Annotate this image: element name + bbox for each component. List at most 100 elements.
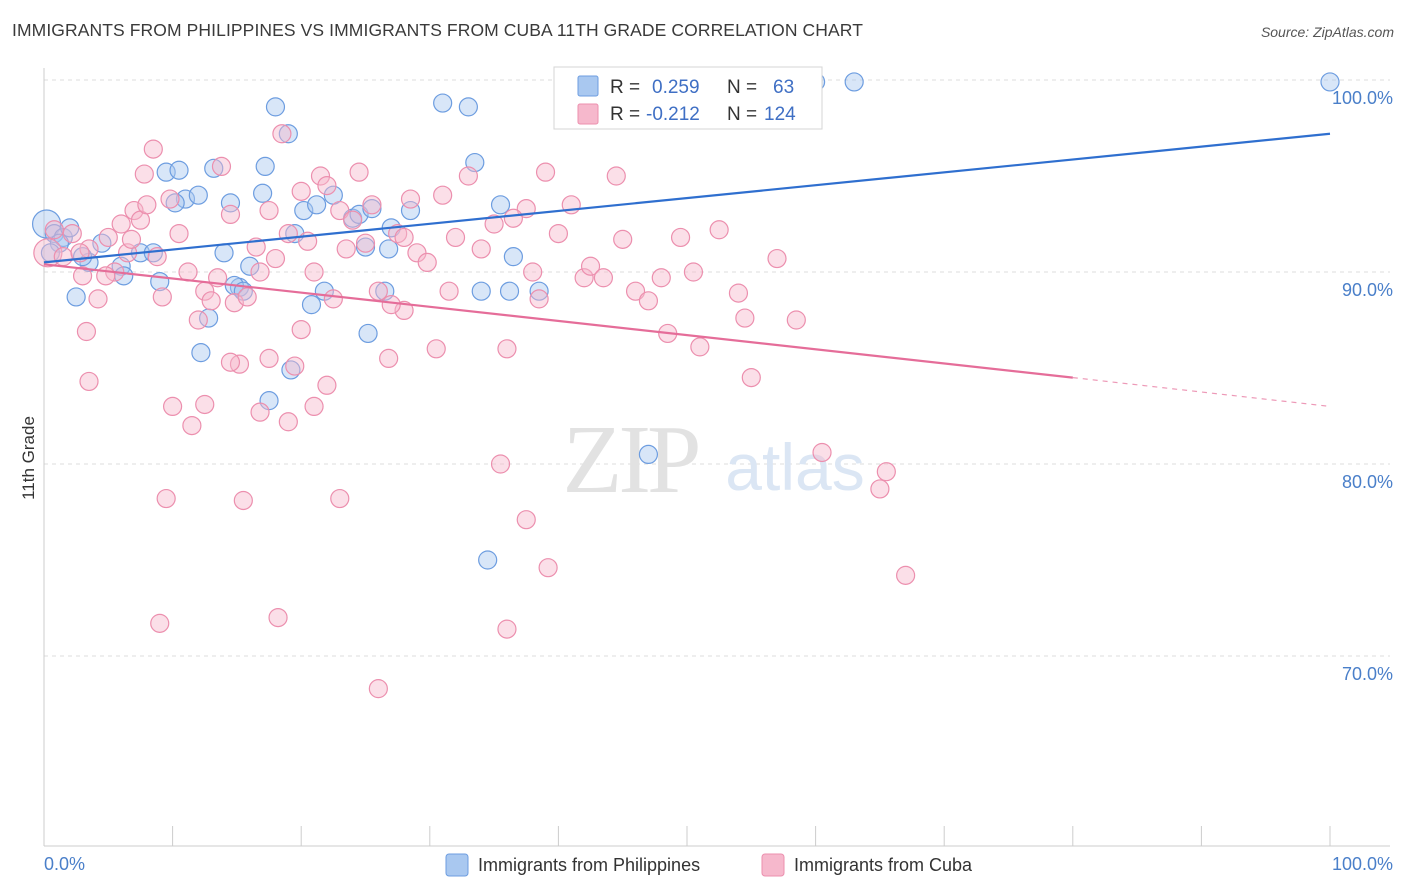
point-cuba-2 [53, 247, 73, 267]
point-cuba-20 [160, 189, 180, 209]
point-cuba-60 [445, 227, 466, 248]
point-cuba-71 [574, 268, 594, 288]
stats-n-label-cuba: N = [727, 104, 757, 125]
point-cuba-47 [349, 162, 369, 182]
point-cuba-111 [497, 619, 517, 639]
point-cuba-18 [143, 139, 163, 159]
point-philippines-15 [169, 160, 189, 180]
point-cuba-80 [683, 262, 704, 282]
stats-n-value-philippines: 63 [773, 77, 794, 98]
stats-r-value-philippines: 0.259 [652, 77, 700, 98]
stats-swatch-cuba [577, 103, 599, 125]
point-philippines-22 [220, 193, 241, 213]
point-philippines-54 [529, 281, 549, 301]
legend-swatch-cuba [761, 853, 785, 877]
point-cuba-91 [896, 565, 916, 585]
point-philippines-45 [358, 323, 378, 344]
point-cuba-96 [220, 352, 241, 372]
point-cuba-98 [259, 348, 279, 368]
point-cuba-68 [535, 162, 556, 182]
y-tick-label-70: 70.0% [1342, 664, 1393, 684]
point-cuba-88 [812, 442, 832, 463]
point-cuba-86 [767, 248, 787, 269]
point-cuba-13 [137, 195, 157, 215]
y-tick-label-80: 80.0% [1342, 472, 1393, 492]
point-cuba-89 [870, 479, 890, 499]
point-cuba-4 [72, 266, 93, 286]
point-cuba-51 [379, 348, 399, 368]
point-cuba-19 [152, 287, 172, 307]
stats-n-value-cuba: 124 [764, 104, 796, 125]
point-cuba-102 [156, 488, 176, 509]
point-philippines-26 [240, 256, 260, 276]
stats-box: R = 0.259 N = 63 R = -0.212 N = 124 [553, 66, 823, 130]
trend-lines [43, 132, 1331, 407]
point-philippines-18 [165, 193, 185, 213]
point-philippines-27 [191, 343, 211, 363]
y-tick-labels: 100.0% 90.0% 80.0% 70.0% [1332, 88, 1393, 684]
point-cuba-36 [278, 224, 298, 244]
point-cuba-107 [538, 558, 558, 578]
watermark-atlas: atlas [725, 430, 864, 504]
point-cuba-49 [362, 195, 382, 215]
point-cuba-25 [201, 291, 221, 311]
point-cuba-73 [593, 268, 614, 288]
point-philippines-47 [433, 93, 453, 113]
chart-title: IMMIGRANTS FROM PHILIPPINES VS IMMIGRANT… [12, 20, 864, 40]
point-cuba-106 [516, 510, 536, 530]
point-philippines-52 [503, 247, 523, 267]
point-cuba-45 [336, 239, 356, 259]
stats-box-frame [553, 66, 823, 130]
point-cuba-27 [220, 204, 241, 224]
legend: Immigrants from Philippines Immigrants f… [445, 853, 973, 877]
point-cuba-14 [76, 321, 97, 342]
point-cuba-87 [786, 310, 806, 330]
point-cuba-85 [741, 368, 761, 388]
point-cuba-74 [613, 229, 633, 249]
point-cuba-50 [368, 281, 388, 301]
point-cuba-44 [330, 200, 350, 221]
point-philippines-42 [379, 239, 399, 259]
point-cuba-104 [330, 488, 350, 509]
point-cuba-57 [426, 339, 446, 359]
point-philippines-34 [301, 295, 322, 315]
point-cuba-109 [268, 607, 288, 628]
data-points [31, 72, 1340, 699]
legend-label-cuba: Immigrants from Cuba [794, 855, 973, 875]
point-cuba-69 [548, 224, 569, 244]
point-cuba-32 [250, 262, 270, 282]
point-cuba-105 [490, 454, 511, 474]
watermark-zip: ZIP [563, 406, 698, 514]
point-philippines-12 [66, 287, 86, 307]
point-cuba-9 [111, 214, 131, 234]
point-cuba-77 [651, 268, 671, 288]
point-philippines-51 [471, 281, 491, 301]
point-cuba-1 [44, 220, 64, 240]
point-philippines-21 [214, 243, 234, 263]
point-cuba-95 [195, 394, 215, 415]
point-cuba-40 [304, 262, 324, 282]
point-cuba-72 [580, 256, 601, 276]
point-cuba-7 [98, 227, 118, 248]
point-philippines-28 [253, 183, 273, 203]
legend-label-philippines: Immigrants from Philippines [478, 855, 700, 875]
point-cuba-94 [182, 416, 202, 436]
point-philippines-30 [265, 97, 286, 117]
point-cuba-54 [400, 189, 421, 209]
point-cuba-6 [88, 289, 108, 309]
point-cuba-75 [625, 281, 646, 301]
point-cuba-48 [355, 233, 376, 253]
point-cuba-76 [638, 291, 659, 311]
point-cuba-115 [381, 295, 401, 315]
point-cuba-101 [317, 375, 337, 395]
point-cuba-22 [178, 262, 198, 282]
y-tick-label-90: 90.0% [1342, 280, 1393, 300]
point-cuba-3 [62, 224, 82, 244]
point-cuba-103 [233, 490, 253, 511]
point-philippines-58 [844, 72, 864, 92]
point-cuba-82 [709, 220, 729, 240]
point-cuba-92 [79, 371, 99, 392]
x-tick-label-max: 100.0% [1332, 854, 1393, 874]
point-philippines-29 [255, 156, 275, 176]
